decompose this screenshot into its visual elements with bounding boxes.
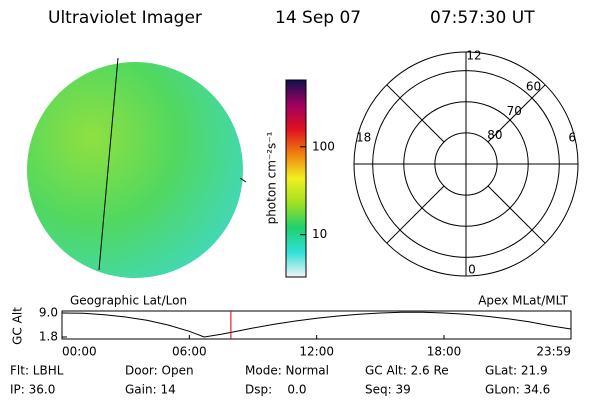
strip-ylabel: GC Alt	[11, 307, 25, 345]
strip-frame	[61, 310, 572, 340]
y-tick-label: 1.8	[39, 330, 58, 344]
longitude-line	[98, 57, 119, 271]
x-tick-label: 06:00	[172, 345, 207, 359]
status-field: Dsp: 0.0	[245, 383, 307, 397]
mlt-line	[386, 84, 445, 143]
mlt-line	[487, 84, 546, 143]
status-field: Door: Open	[125, 364, 194, 378]
mlt-line	[386, 185, 445, 244]
strip-left-label: Geographic Lat/Lon	[70, 294, 187, 308]
altitude-line	[61, 311, 571, 338]
colorbar-rect	[285, 79, 307, 278]
x-tick-label: 23:59	[536, 345, 571, 359]
mlt-label: 6	[568, 131, 576, 145]
uv-image	[27, 57, 247, 278]
status-field: Gain: 14	[125, 383, 176, 397]
y-tick-label: 9.0	[39, 306, 58, 320]
title: Ultraviolet Imager	[48, 8, 202, 28]
date: 14 Sep 07	[275, 8, 361, 28]
time: 07:57:30 UT	[430, 8, 535, 28]
colorbar-tick-label: 10	[312, 227, 327, 241]
status-field: Flt: LBHL	[10, 364, 64, 378]
x-tick-label: 00:00	[62, 345, 97, 359]
tick	[239, 177, 247, 183]
status-field: GLat: 21.9	[485, 364, 548, 378]
mlt-label: 0	[468, 263, 476, 277]
x-tick-label: 12:00	[299, 345, 334, 359]
earth-disk	[27, 62, 243, 278]
footer: Flt: LBHL Door: Open Mode: Normal GC Alt: 2…	[10, 364, 550, 397]
colorbar: photon cm⁻²s⁻¹ 10 100	[265, 79, 335, 278]
colorbar-label: photon cm⁻²s⁻¹	[265, 131, 279, 224]
polar-grid: 807060121860	[353, 49, 579, 277]
status-field: GLon: 34.6	[485, 383, 550, 397]
strip-right-label: Apex MLat/MLT	[478, 294, 568, 308]
lat-label: 70	[507, 104, 522, 118]
status-field: Seq: 39	[365, 383, 411, 397]
status-field: GC Alt: 2.6 Re	[365, 364, 449, 378]
x-tick-label: 18:00	[427, 345, 462, 359]
mlt-label: 12	[466, 49, 481, 63]
altitude-strip: Geographic Lat/Lon Apex MLat/MLT GC Alt …	[11, 294, 572, 359]
lat-label: 60	[526, 80, 541, 94]
status-field: IP: 36.0	[10, 383, 55, 397]
colorbar-tick-label: 100	[312, 139, 335, 153]
mlt-line	[487, 185, 546, 244]
status-field: Mode: Normal	[245, 364, 329, 378]
mlt-label: 18	[356, 131, 371, 145]
